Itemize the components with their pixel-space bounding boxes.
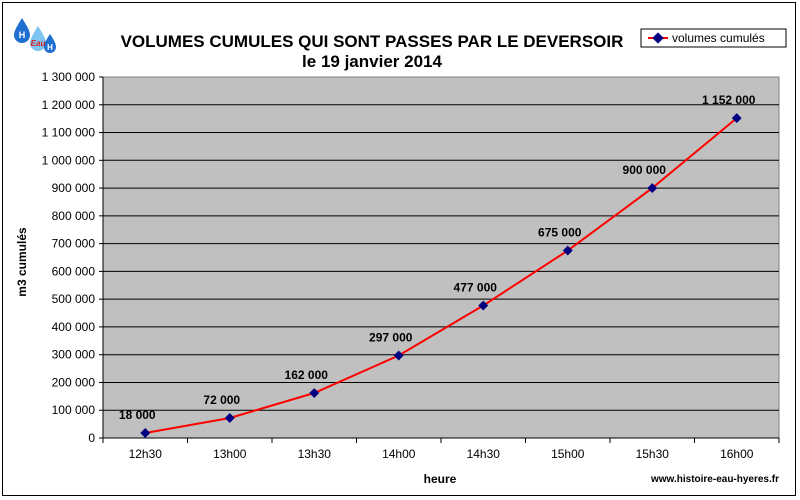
legend: volumes cumulés [640, 28, 787, 48]
x-axis-label: heure [424, 472, 457, 486]
y-tick-label: 100 000 [52, 403, 96, 417]
chart-title: VOLUMES CUMULES QUI SONT PASSES PAR LE D… [121, 32, 624, 51]
y-tick-label: 200 000 [52, 375, 96, 389]
x-tick-label: 15h00 [551, 447, 585, 461]
y-tick-label: 1 100 000 [42, 126, 96, 140]
series-volumes-cumules [140, 113, 742, 438]
y-tick-label: 400 000 [52, 320, 96, 334]
data-point [647, 183, 658, 194]
series-line [145, 117, 738, 434]
credit-url: www.histoire-eau-hyeres.fr [650, 474, 779, 485]
data-point [224, 413, 235, 423]
y-axis-ticks: 0 100 000 200 000 300 000 400 000 500 000 600 … [42, 70, 104, 445]
logo-letter-1: H [19, 30, 26, 40]
data-point [562, 245, 573, 256]
logo: H Eau H [14, 18, 56, 53]
x-tick-label: 12h30 [129, 447, 163, 461]
y-tick-label: 900 000 [52, 181, 96, 195]
data-label: 900 000 [623, 163, 667, 177]
data-label: 675 000 [538, 226, 582, 240]
legend-marker [652, 32, 664, 44]
x-tick-label: 13h00 [213, 447, 247, 461]
y-axis-label: m3 cumulés [15, 227, 29, 297]
data-label: 1 152 000 [702, 93, 756, 107]
y-tick-label: 1 200 000 [42, 98, 96, 112]
y-tick-label: 800 000 [52, 209, 96, 223]
data-label: 72 000 [203, 393, 240, 407]
legend-label: volumes cumulés [672, 31, 765, 45]
data-label: 18 000 [119, 408, 156, 422]
data-point [140, 428, 151, 438]
data-label: 162 000 [285, 368, 329, 382]
plot-area [102, 76, 780, 439]
x-tick-label: 13h30 [298, 447, 332, 461]
logo-letter-3: H [47, 43, 53, 52]
x-tick-label: 16h00 [720, 447, 754, 461]
x-axis-ticks: 12h30 13h00 13h30 14h00 14h30 15h00 15h30 16h00 [102, 437, 780, 461]
logo-drop-left [14, 18, 30, 43]
y-tick-label: 700 000 [52, 237, 96, 251]
logo-drop-right [44, 34, 56, 53]
y-tick-label: 0 [88, 431, 95, 445]
chart-subtitle: le 19 janvier 2014 [302, 52, 442, 71]
x-tick-label: 14h00 [382, 447, 416, 461]
data-label: 477 000 [454, 281, 498, 295]
data-point [731, 113, 742, 124]
data-label: 297 000 [369, 331, 413, 345]
y-tick-label: 1 000 000 [42, 153, 96, 167]
logo-letter-2: Eau [31, 39, 46, 48]
gridlines [103, 104, 779, 411]
y-tick-label: 600 000 [52, 264, 96, 278]
legend-box [640, 28, 787, 48]
data-labels: 18 000 72 000 162 000 297 000 477 000 675 000… [119, 93, 756, 422]
y-tick-label: 300 000 [52, 348, 96, 362]
data-point [309, 388, 320, 398]
x-tick-label: 15h30 [636, 447, 670, 461]
x-tick-label: 14h30 [467, 447, 501, 461]
data-point [478, 300, 489, 311]
y-tick-label: 1 300 000 [42, 70, 96, 84]
logo-drop-middle [30, 26, 46, 51]
data-point [393, 350, 404, 361]
y-tick-label: 500 000 [52, 292, 96, 306]
